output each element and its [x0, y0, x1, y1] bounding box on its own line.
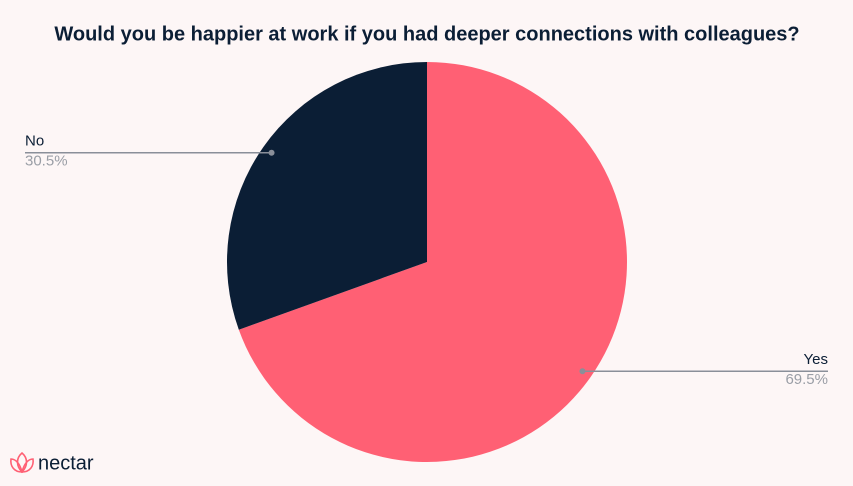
chart-title: Would you be happier at work if you had … — [54, 23, 799, 45]
slice-label: Yes — [804, 351, 828, 368]
slice-label: No — [25, 133, 44, 150]
logo-text: nectar — [38, 452, 94, 474]
value-label: 30.5% — [25, 153, 68, 170]
leader-dot — [579, 368, 586, 375]
pie-slice — [238, 62, 627, 462]
value-label: 69.5% — [785, 371, 828, 388]
leader-dot — [268, 149, 275, 156]
logo-icon — [10, 451, 34, 474]
pie-slice — [227, 62, 427, 330]
